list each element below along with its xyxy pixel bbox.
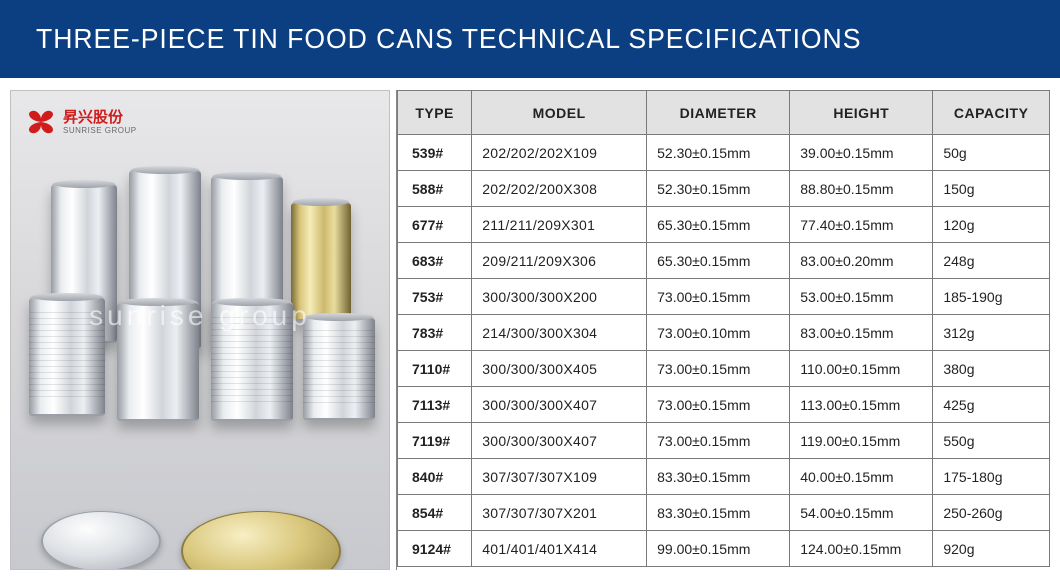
cell-model: 209/211/209X306	[472, 243, 647, 279]
cell-diameter: 52.30±0.15mm	[647, 135, 790, 171]
spec-table: TYPE MODEL DIAMETER HEIGHT CAPACITY 539#…	[397, 90, 1050, 567]
cell-height: 40.00±0.15mm	[790, 459, 933, 495]
cell-diameter: 73.00±0.10mm	[647, 315, 790, 351]
content-row: 昇兴股份 SUNRISE GROUP sunrise group	[0, 78, 1060, 580]
cell-height: 39.00±0.15mm	[790, 135, 933, 171]
cell-capacity: 380g	[933, 351, 1050, 387]
cell-type: 683#	[398, 243, 472, 279]
cell-type: 7110#	[398, 351, 472, 387]
table-row: 539#202/202/202X10952.30±0.15mm39.00±0.1…	[398, 135, 1050, 171]
cans-illustration	[11, 201, 389, 563]
cell-type: 753#	[398, 279, 472, 315]
cell-model: 300/300/300X200	[472, 279, 647, 315]
cell-height: 53.00±0.15mm	[790, 279, 933, 315]
cell-diameter: 52.30±0.15mm	[647, 171, 790, 207]
page-title: THREE-PIECE TIN FOOD CANS TECHNICAL SPEC…	[36, 23, 861, 55]
cell-diameter: 99.00±0.15mm	[647, 531, 790, 567]
cell-diameter: 83.30±0.15mm	[647, 495, 790, 531]
product-photo-panel: 昇兴股份 SUNRISE GROUP sunrise group	[10, 90, 390, 570]
cell-type: 9124#	[398, 531, 472, 567]
cell-capacity: 185-190g	[933, 279, 1050, 315]
cell-type: 840#	[398, 459, 472, 495]
table-header-row: TYPE MODEL DIAMETER HEIGHT CAPACITY	[398, 91, 1050, 135]
cell-capacity: 920g	[933, 531, 1050, 567]
cell-capacity: 550g	[933, 423, 1050, 459]
col-height: HEIGHT	[790, 91, 933, 135]
cell-diameter: 65.30±0.15mm	[647, 207, 790, 243]
col-type: TYPE	[398, 91, 472, 135]
table-row: 753#300/300/300X20073.00±0.15mm53.00±0.1…	[398, 279, 1050, 315]
cell-model: 300/300/300X407	[472, 423, 647, 459]
spec-table-wrap: TYPE MODEL DIAMETER HEIGHT CAPACITY 539#…	[396, 90, 1050, 570]
cell-height: 54.00±0.15mm	[790, 495, 933, 531]
cell-height: 83.00±0.20mm	[790, 243, 933, 279]
company-logo: 昇兴股份 SUNRISE GROUP	[27, 109, 137, 135]
cell-height: 124.00±0.15mm	[790, 531, 933, 567]
col-diameter: DIAMETER	[647, 91, 790, 135]
cell-height: 113.00±0.15mm	[790, 387, 933, 423]
cell-diameter: 73.00±0.15mm	[647, 351, 790, 387]
cell-diameter: 73.00±0.15mm	[647, 423, 790, 459]
logo-mark-icon	[27, 109, 55, 135]
cell-model: 401/401/401X414	[472, 531, 647, 567]
cell-model: 202/202/202X109	[472, 135, 647, 171]
table-row: 7113#300/300/300X40773.00±0.15mm113.00±0…	[398, 387, 1050, 423]
cell-capacity: 50g	[933, 135, 1050, 171]
cell-type: 539#	[398, 135, 472, 171]
cell-type: 7119#	[398, 423, 472, 459]
cell-diameter: 73.00±0.15mm	[647, 279, 790, 315]
cell-type: 677#	[398, 207, 472, 243]
cell-model: 202/202/200X308	[472, 171, 647, 207]
table-row: 783#214/300/300X30473.00±0.10mm83.00±0.1…	[398, 315, 1050, 351]
cell-capacity: 250-260g	[933, 495, 1050, 531]
col-capacity: CAPACITY	[933, 91, 1050, 135]
table-row: 854#307/307/307X20183.30±0.15mm54.00±0.1…	[398, 495, 1050, 531]
table-row: 588#202/202/200X30852.30±0.15mm88.80±0.1…	[398, 171, 1050, 207]
table-row: 683#209/211/209X30665.30±0.15mm83.00±0.2…	[398, 243, 1050, 279]
cell-capacity: 120g	[933, 207, 1050, 243]
cell-diameter: 83.30±0.15mm	[647, 459, 790, 495]
table-row: 677#211/211/209X30165.30±0.15mm77.40±0.1…	[398, 207, 1050, 243]
cell-height: 83.00±0.15mm	[790, 315, 933, 351]
cell-capacity: 425g	[933, 387, 1050, 423]
cell-type: 783#	[398, 315, 472, 351]
cell-type: 7113#	[398, 387, 472, 423]
cell-capacity: 150g	[933, 171, 1050, 207]
cell-type: 588#	[398, 171, 472, 207]
cell-capacity: 175-180g	[933, 459, 1050, 495]
cell-height: 88.80±0.15mm	[790, 171, 933, 207]
logo-text-en: SUNRISE GROUP	[63, 127, 137, 135]
table-row: 840#307/307/307X10983.30±0.15mm40.00±0.1…	[398, 459, 1050, 495]
table-row: 7119#300/300/300X40773.00±0.15mm119.00±0…	[398, 423, 1050, 459]
cell-height: 110.00±0.15mm	[790, 351, 933, 387]
cell-height: 119.00±0.15mm	[790, 423, 933, 459]
cell-model: 307/307/307X109	[472, 459, 647, 495]
cell-model: 211/211/209X301	[472, 207, 647, 243]
cell-model: 300/300/300X405	[472, 351, 647, 387]
cell-capacity: 312g	[933, 315, 1050, 351]
title-bar: THREE-PIECE TIN FOOD CANS TECHNICAL SPEC…	[0, 0, 1060, 78]
cell-model: 300/300/300X407	[472, 387, 647, 423]
table-row: 7110#300/300/300X40573.00±0.15mm110.00±0…	[398, 351, 1050, 387]
logo-text-cn: 昇兴股份	[63, 110, 137, 125]
cell-type: 854#	[398, 495, 472, 531]
cell-model: 307/307/307X201	[472, 495, 647, 531]
table-row: 9124#401/401/401X41499.00±0.15mm124.00±0…	[398, 531, 1050, 567]
cell-capacity: 248g	[933, 243, 1050, 279]
cell-height: 77.40±0.15mm	[790, 207, 933, 243]
cell-diameter: 73.00±0.15mm	[647, 387, 790, 423]
col-model: MODEL	[472, 91, 647, 135]
cell-model: 214/300/300X304	[472, 315, 647, 351]
cell-diameter: 65.30±0.15mm	[647, 243, 790, 279]
